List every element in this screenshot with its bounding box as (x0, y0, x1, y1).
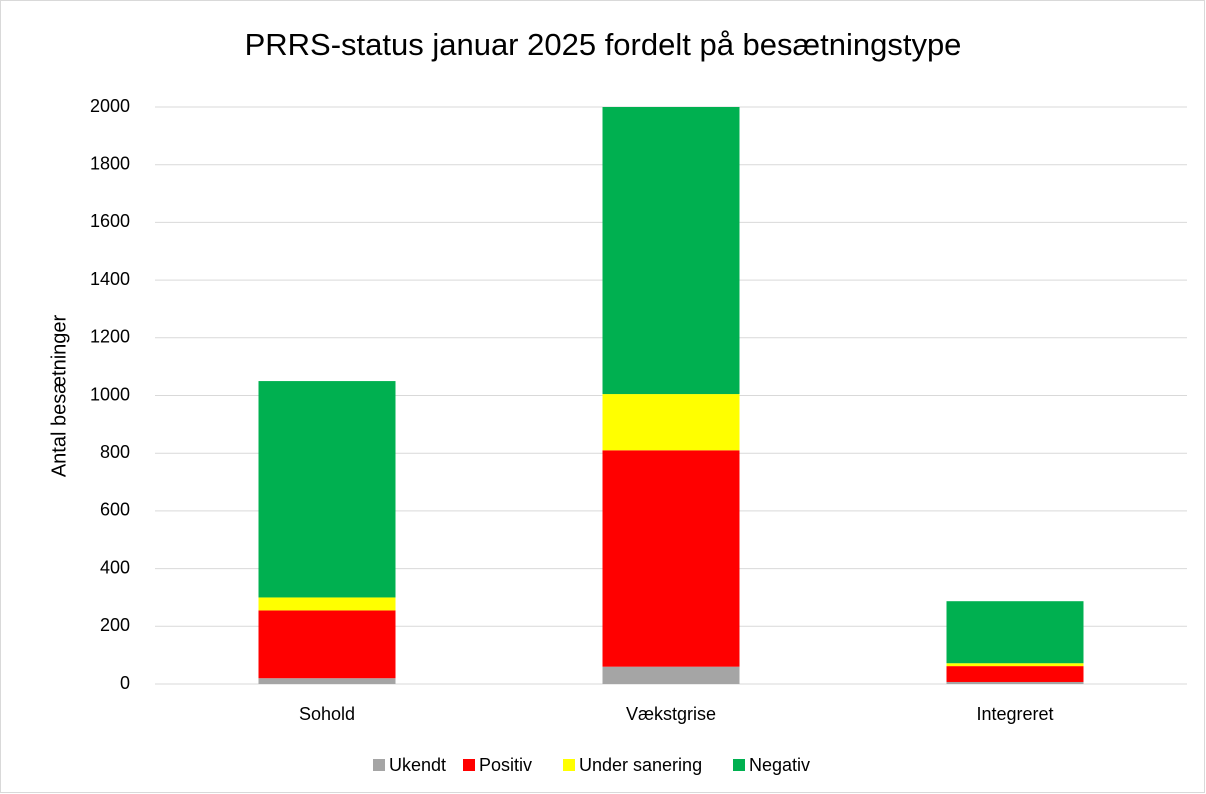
y-tick-label: 1800 (90, 153, 130, 173)
y-tick-label: 1600 (90, 211, 130, 231)
legend-swatch (563, 759, 575, 771)
bar-segment (258, 678, 396, 684)
y-axis-label: Antal besætninger (48, 315, 70, 478)
bar-segment (258, 610, 396, 679)
y-tick-label: 200 (100, 615, 130, 635)
bar-segment (602, 666, 740, 684)
x-tick-label: Sohold (299, 704, 355, 724)
y-tick-label: 1200 (90, 327, 130, 347)
y-tick-label: 2000 (90, 96, 130, 116)
legend-label: Negativ (749, 755, 810, 775)
bar-segment (946, 666, 1084, 682)
bar-segment (946, 681, 1084, 684)
bar-segment (602, 394, 740, 451)
legend-label: Under sanering (579, 755, 702, 775)
legend-swatch (733, 759, 745, 771)
chart-title: PRRS-status januar 2025 fordelt på besæt… (245, 27, 962, 62)
legend-swatch (463, 759, 475, 771)
bar-segment (258, 381, 396, 598)
legend-swatch (373, 759, 385, 771)
x-tick-label: Vækstgrise (626, 704, 716, 724)
bar-segment (602, 450, 740, 667)
bar-segment (946, 663, 1084, 667)
legend-label: Ukendt (389, 755, 446, 775)
y-tick-label: 600 (100, 500, 130, 520)
bar-segment (258, 597, 396, 611)
y-tick-label: 0 (120, 673, 130, 693)
y-tick-label: 800 (100, 442, 130, 462)
legend-label: Positiv (479, 755, 532, 775)
x-tick-label: Integreret (976, 704, 1053, 724)
y-tick-label: 400 (100, 557, 130, 577)
y-tick-label: 1400 (90, 269, 130, 289)
y-tick-label: 1000 (90, 384, 130, 404)
bar-segment (602, 107, 740, 395)
bar-segment (946, 601, 1084, 664)
